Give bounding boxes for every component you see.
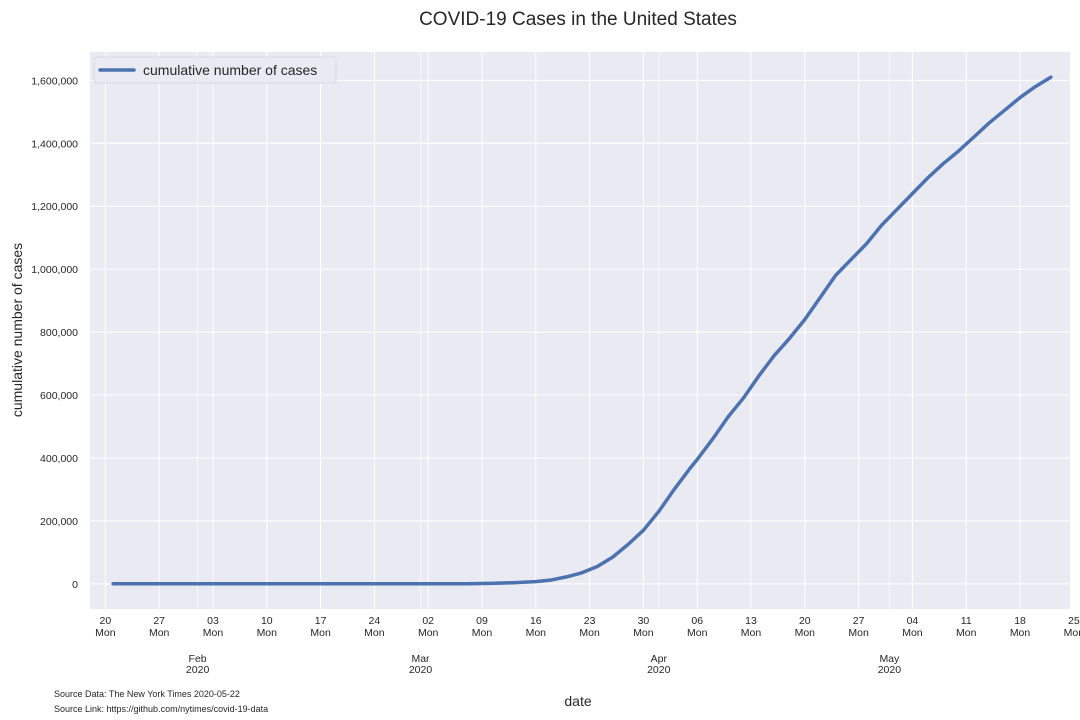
x-tick-day-label: 02 xyxy=(422,615,434,627)
y-tick-label: 1,600,000 xyxy=(31,75,78,87)
y-tick-label: 600,000 xyxy=(40,390,78,402)
x-tick-day-label: 20 xyxy=(799,615,811,627)
x-tick-weekday-label: Mon xyxy=(526,627,547,639)
y-tick-label: 400,000 xyxy=(40,453,78,465)
y-tick-label: 200,000 xyxy=(40,516,78,528)
x-tick-day-label: 20 xyxy=(100,615,112,627)
y-tick-label: 0 xyxy=(72,579,78,591)
chart-title: COVID-19 Cases in the United States xyxy=(419,9,737,30)
legend-label: cumulative number of cases xyxy=(143,62,317,78)
series-line xyxy=(111,75,1053,586)
x-tick-day-label: 23 xyxy=(584,615,596,627)
x-tick-day-label: 30 xyxy=(638,615,650,627)
x-tick-day-label: 09 xyxy=(476,615,488,627)
y-tick-label: 1,400,000 xyxy=(31,138,78,150)
x-axis-ticks: 20Mon27Mon03Mon10Mon17Mon24Mon02Mon09Mon… xyxy=(95,615,1080,676)
x-tick-weekday-label: Mon xyxy=(364,627,385,639)
x-year-label: 2020 xyxy=(186,664,210,676)
x-tick-weekday-label: Mon xyxy=(203,627,224,639)
x-tick-day-label: 13 xyxy=(745,615,757,627)
y-tick-label: 800,000 xyxy=(40,327,78,339)
x-tick-day-label: 17 xyxy=(315,615,327,627)
x-tick-day-label: 27 xyxy=(853,615,865,627)
x-tick-day-label: 04 xyxy=(907,615,919,627)
x-tick-weekday-label: Mon xyxy=(257,627,278,639)
x-tick-day-label: 24 xyxy=(369,615,381,627)
x-tick-weekday-label: Mon xyxy=(579,627,600,639)
legend: cumulative number of cases xyxy=(93,56,337,84)
plot-area xyxy=(90,52,1070,609)
series-group xyxy=(111,75,1053,586)
x-year-label: 2020 xyxy=(409,664,433,676)
x-tick-day-label: 06 xyxy=(691,615,703,627)
x-tick-weekday-label: Mon xyxy=(1010,627,1031,639)
x-tick-day-label: 25 xyxy=(1068,615,1080,627)
x-tick-day-label: 11 xyxy=(961,615,972,627)
x-year-label: 2020 xyxy=(878,664,902,676)
x-tick-day-label: 18 xyxy=(1014,615,1026,627)
x-tick-day-label: 03 xyxy=(207,615,219,627)
x-month-label: May xyxy=(879,653,900,665)
y-tick-label: 1,200,000 xyxy=(31,201,78,213)
y-axis-ticks: 0 200,000 400,000 600,000 800,000 1,000,000 1,… xyxy=(31,75,78,591)
x-tick-day-label: 16 xyxy=(530,615,542,627)
x-tick-weekday-label: Mon xyxy=(848,627,869,639)
x-tick-weekday-label: Mon xyxy=(795,627,816,639)
x-axis-label: date xyxy=(564,693,591,709)
x-tick-weekday-label: Mon xyxy=(95,627,116,639)
legend-box xyxy=(93,56,337,84)
source-data-note: Source Data: The New York Times 2020-05-… xyxy=(54,689,240,699)
x-tick-weekday-label: Mon xyxy=(956,627,977,639)
x-tick-day-label: 27 xyxy=(153,615,165,627)
x-tick-weekday-label: Mon xyxy=(687,627,708,639)
x-month-label: Mar xyxy=(411,653,430,665)
y-tick-label: 1,000,000 xyxy=(31,264,78,276)
x-tick-weekday-label: Mon xyxy=(310,627,331,639)
x-tick-weekday-label: Mon xyxy=(418,627,439,639)
x-year-label: 2020 xyxy=(647,664,671,676)
x-month-label: Apr xyxy=(651,653,668,665)
x-tick-weekday-label: Mon xyxy=(149,627,170,639)
y-axis-label: cumulative number of cases xyxy=(9,243,25,417)
x-tick-weekday-label: Mon xyxy=(1064,627,1080,639)
x-tick-weekday-label: Mon xyxy=(741,627,762,639)
x-tick-weekday-label: Mon xyxy=(633,627,654,639)
x-tick-weekday-label: Mon xyxy=(902,627,923,639)
x-tick-day-label: 10 xyxy=(261,615,273,627)
x-tick-weekday-label: Mon xyxy=(472,627,493,639)
source-link-note: Source Link: https://github.com/nytimes/… xyxy=(54,704,269,714)
x-month-label: Feb xyxy=(189,653,207,665)
grid-lines xyxy=(90,52,1075,609)
